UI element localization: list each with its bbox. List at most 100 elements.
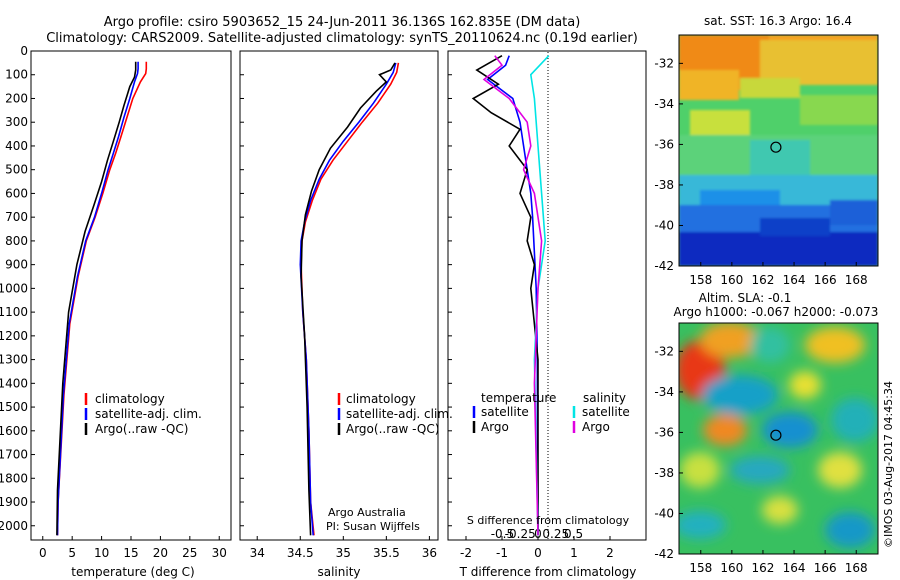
depth-tick-label: 1600 [0,424,28,438]
map-y-tick-label: -38 [654,466,674,480]
map-y-tick-label: -42 [654,259,674,273]
map-x-tick-label: 164 [783,273,806,287]
legend-label-sal-satellite: satellite [582,405,630,419]
map-y-tick-label: -32 [654,344,674,358]
difference-series [471,55,550,536]
depth-tick-label: 1100 [0,305,28,319]
legend-label-argo: Argo(..raw -QC) [95,422,188,436]
pi-annotation: PI: Susan Wijffels [326,520,420,533]
legend-title-temperature: temperature [481,391,556,405]
x-tick-label: 15 [123,546,138,560]
map-x-tick-label: 162 [752,273,775,287]
difference-legend: temperature satellite Argo salinity sate… [472,391,630,434]
sla-map-title: Altim. SLA: -0.1 [699,291,792,305]
sst-heatmap [679,35,878,266]
argo-location-marker-sla [770,429,782,441]
map-y-tick-label: -36 [654,425,674,439]
map-x-tick-label: 164 [783,561,806,575]
series-line-argo-raw-qc- [300,62,396,536]
series-line-satellite-adj-clim- [56,61,139,536]
sla-heatmap [679,323,878,554]
legend-label-temp-satellite: satellite [481,405,529,419]
depth-tick-label: 1700 [0,448,28,462]
legend-label-satellite: satellite-adj. clim. [346,407,453,421]
salinity-series [299,62,400,536]
x-tick-label: 30 [212,546,227,560]
top-tick-label: 0.5 [564,527,583,541]
t-difference-label: T difference from climatology [459,565,637,579]
institution-annotation: Argo Australia [328,506,406,519]
depth-tick-label: 500 [5,163,28,177]
title-line-1: Argo profile: csiro 5903652_15 24-Jun-20… [104,15,581,30]
depth-tick-label: 300 [5,115,28,129]
sla-map-subtitle: Argo h1000: -0.067 h2000: -0.073 [674,305,879,319]
depth-tick-label: 200 [5,91,28,105]
depth-tick-label: 900 [5,258,28,272]
temperature-axis-label: temperature (deg C) [71,565,194,579]
difference-panel-frame [447,50,647,541]
depth-tick-label: 1300 [0,353,28,367]
depth-tick-label: 1900 [0,495,28,509]
map-y-tick-label: -40 [654,218,674,232]
top-tick-label: 0.25 [542,527,569,541]
sla-map-frame [678,322,879,555]
legend-label-temp-argo: Argo [481,420,509,434]
map-x-tick-label: 158 [689,561,712,575]
series-line-salinity-argo [482,55,543,536]
salinity-legend: climatology satellite-adj. clim. Argo(..… [337,392,453,436]
map-y-tick-label: -36 [654,137,674,151]
map-x-tick-label: 168 [845,273,868,287]
series-line-satellite-adj-clim- [299,62,397,536]
series-line-temperature-argo [471,55,539,536]
x-tick-label: 1 [570,546,578,560]
x-tick-label: -1 [496,546,508,560]
depth-tick-label: 400 [5,139,28,153]
legend-label-sal-argo: Argo [582,420,610,434]
x-tick-label: 34.5 [287,546,314,560]
map-y-tick-label: -40 [654,506,674,520]
depth-tick-label: 700 [5,210,28,224]
depth-tick-label: 800 [5,234,28,248]
x-tick-label: 36 [422,546,437,560]
s-difference-label: S difference from climatology [467,514,630,527]
sst-map-axes: 158 160 162 164 166 168 -32 -34 -36 -38 -40 -42 [654,56,867,287]
legend-label-satellite: satellite-adj. clim. [95,407,202,421]
depth-tick-label: 1500 [0,400,28,414]
depth-tick-label: 100 [5,68,28,82]
x-tick-label: 0 [39,546,47,560]
sla-map-axes: 158 160 162 164 166 168 -32 -34 -36 -38 -40 -42 [654,344,867,575]
imos-timestamp: ©IMOS 03-Aug-2017 04:45:34 [882,381,895,548]
map-y-tick-label: -42 [654,547,674,561]
temperature-series [56,61,148,536]
series-line-salinity-satellite [529,55,550,536]
salinity-panel-frame [239,50,439,541]
depth-tick-label: 0 [20,44,28,58]
x-tick-label: 5 [68,546,76,560]
depth-tick-label: 1000 [0,281,28,295]
difference-x-axis: -2 -1 0 1 2-0.5-0.250 0.250.5 [460,527,614,560]
salinity-axis-label: salinity [317,565,360,579]
map-x-tick-label: 160 [720,273,743,287]
x-tick-label: 2 [606,546,614,560]
legend-title-salinity: salinity [583,391,626,405]
sst-map-frame [678,34,879,267]
salinity-x-axis: 34 34.5 35 35.5 36 [250,536,437,560]
x-tick-label: -2 [460,546,472,560]
map-x-tick-label: 166 [814,273,837,287]
series-line-temperature-satellite [486,55,539,536]
sst-map-title: sat. SST: 16.3 Argo: 16.4 [704,14,852,28]
map-y-tick-label: -32 [654,56,674,70]
map-x-tick-label: 168 [845,561,868,575]
depth-axis: 0 100 200 300 400 500 600 700 800 900 1000 1100 1200… [0,44,452,533]
map-x-tick-label: 162 [752,561,775,575]
x-tick-label: 10 [94,546,109,560]
legend-label-climatology: climatology [95,392,165,406]
depth-tick-label: 2000 [0,519,28,533]
x-tick-label: 34 [250,546,265,560]
legend-label-argo: Argo(..raw -QC) [346,422,439,436]
map-y-tick-label: -34 [654,385,674,399]
x-tick-label: 35.5 [373,546,400,560]
legend-label-climatology: climatology [346,392,416,406]
top-tick-label: -0.25 [505,527,536,541]
